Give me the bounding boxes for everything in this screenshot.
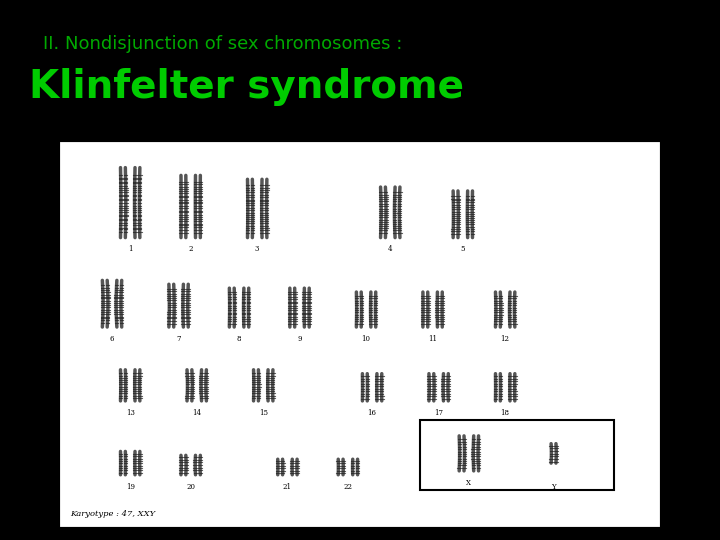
Text: 6: 6	[109, 335, 114, 343]
Text: Y: Y	[552, 483, 556, 490]
Text: 18: 18	[500, 409, 510, 417]
Text: 9: 9	[297, 335, 302, 343]
Text: 4: 4	[388, 245, 392, 253]
Text: 17: 17	[434, 409, 443, 417]
Text: 1: 1	[128, 245, 132, 253]
Text: 12: 12	[500, 335, 510, 343]
Text: 22: 22	[343, 483, 352, 490]
Text: 8: 8	[237, 335, 241, 343]
Text: 5: 5	[461, 245, 465, 253]
Text: 7: 7	[176, 335, 181, 343]
Text: 21: 21	[283, 483, 292, 490]
Text: X: X	[467, 478, 472, 487]
Text: 10: 10	[361, 335, 371, 343]
Text: 19: 19	[126, 483, 135, 490]
Text: 2: 2	[189, 245, 193, 253]
Text: Klinfelter syndrome: Klinfelter syndrome	[29, 68, 464, 106]
Text: 14: 14	[192, 409, 201, 417]
Text: 16: 16	[368, 409, 377, 417]
Bar	[420, 420, 614, 490]
Text: II. Nondisjunction of sex chromosomes :: II. Nondisjunction of sex chromosomes :	[43, 35, 402, 53]
Text: 11: 11	[428, 335, 437, 343]
Text: 3: 3	[255, 245, 259, 253]
Text: 13: 13	[126, 409, 135, 417]
Text: 15: 15	[258, 409, 268, 417]
Text: 20: 20	[186, 483, 195, 490]
Text: Karyotype : 47, XXY: Karyotype : 47, XXY	[70, 510, 155, 518]
